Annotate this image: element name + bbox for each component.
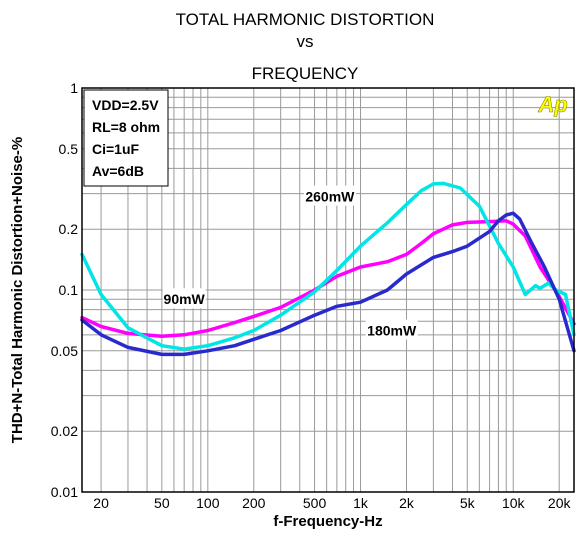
x-tick-label: 500 [303, 495, 327, 511]
chart-title-line-2: vs [297, 32, 314, 51]
ap-logo: Ap [537, 92, 567, 117]
plot-border [81, 87, 575, 493]
y-tick-label: 0.01 [51, 484, 78, 500]
series-label-bg [365, 319, 418, 340]
y-tick-label: 1 [70, 80, 78, 96]
y-tick-label: 0.1 [59, 282, 79, 298]
y-tick-label: 0.05 [51, 343, 78, 359]
x-tick-label: 10k [502, 495, 526, 511]
y-tick-labels: 0.01 0.02 0.05 0.1 0.2 0.5 1 [51, 80, 78, 500]
condition-vdd: VDD=2.5V [92, 97, 159, 113]
y-tick-label: 0.5 [59, 141, 79, 157]
series-layer [80, 181, 576, 357]
series-label-bg [162, 288, 206, 309]
conditions-box-frame [83, 89, 169, 187]
x-tick-labels: 20 50 100 200 500 1k 2k 5k 10k 20k [93, 495, 571, 511]
y-tick-label: 0.2 [59, 221, 79, 237]
chart-title: TOTAL HARMONIC DISTORTION vs FREQUENCY [176, 10, 435, 83]
series-line-260mW [80, 181, 576, 351]
x-tick-label: 20 [93, 495, 109, 511]
chart-title-line-3: FREQUENCY [252, 64, 359, 83]
series-label-260mW: 260mW [305, 189, 355, 205]
x-tick-label: 200 [242, 495, 266, 511]
condition-av: Av=6dB [92, 163, 144, 179]
condition-rl: RL=8 ohm [92, 119, 160, 135]
x-tick-label: 20k [548, 495, 572, 511]
x-tick-label: 5k [460, 495, 476, 511]
x-tick-label: 2k [399, 495, 415, 511]
series-label-bg [303, 185, 356, 206]
condition-ci: Ci=1uF [92, 141, 140, 157]
y-tick-label: 0.02 [51, 423, 78, 439]
y-axis-label: THD+N-Total Harmonic Distortion+Noise-% [9, 137, 26, 443]
x-tick-label: 50 [154, 495, 170, 511]
series-label-180mW: 180mW [367, 323, 417, 339]
chart-title-line-1: TOTAL HARMONIC DISTORTION [176, 10, 435, 29]
x-tick-label: 1k [353, 495, 369, 511]
x-axis-label: f-Frequency-Hz [273, 513, 382, 530]
series-labels: 260mW 90mW 180mW [162, 185, 418, 340]
series-label-90mW: 90mW [164, 291, 206, 307]
conditions-box: VDD=2.5V RL=8 ohm Ci=1uF Av=6dB [83, 89, 169, 187]
x-tick-label: 100 [196, 495, 220, 511]
series-line-90mW [80, 219, 576, 339]
series-line-180mW [80, 211, 576, 357]
